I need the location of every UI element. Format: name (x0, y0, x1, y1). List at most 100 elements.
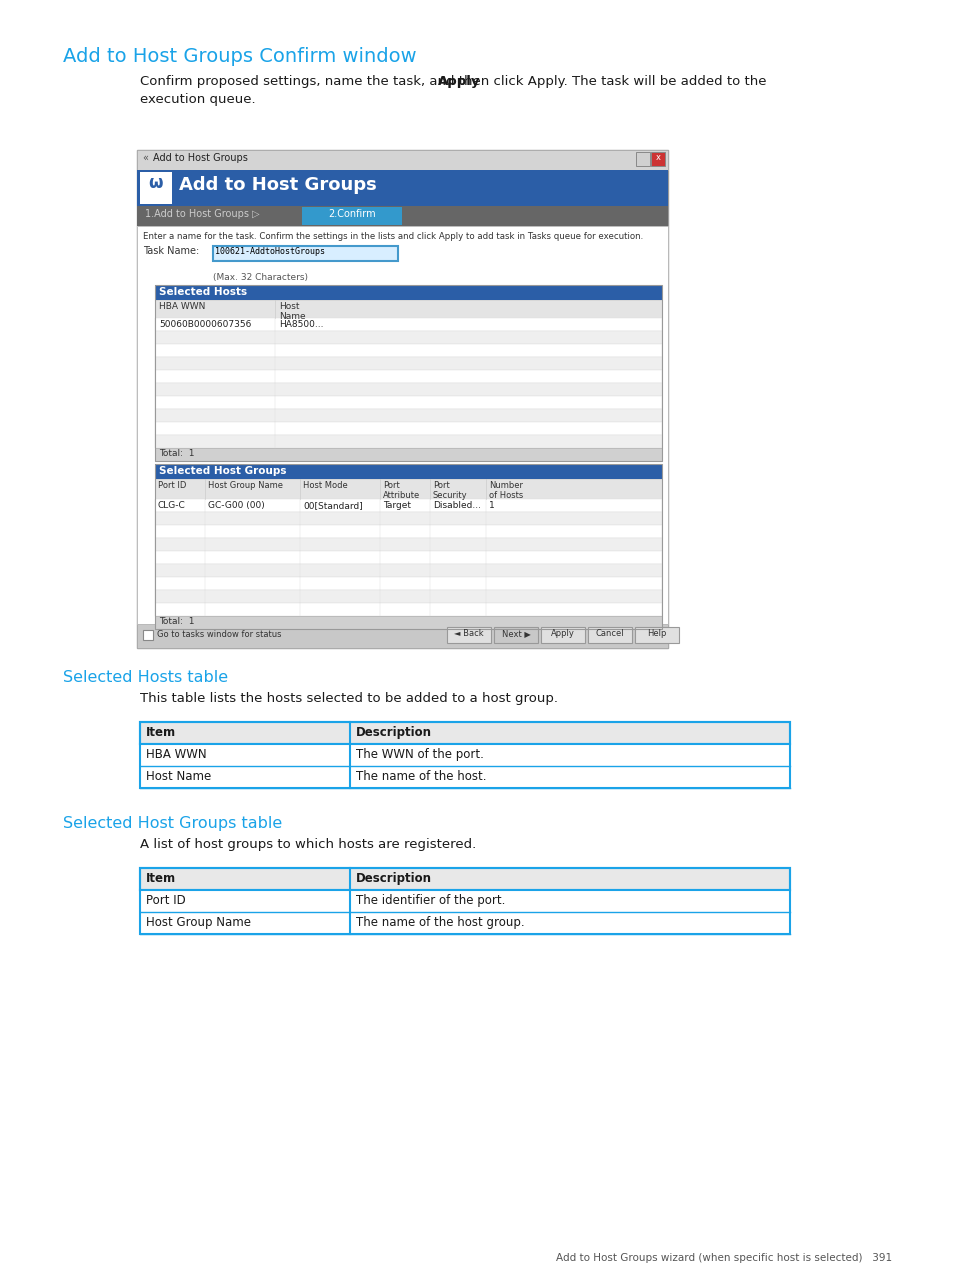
Bar (154, 512, 661, 525)
Text: Number
of Hosts: Number of Hosts (489, 480, 522, 501)
Text: CLG-C: CLG-C (158, 501, 186, 510)
Bar (635, 627, 679, 643)
Bar (587, 627, 631, 643)
Text: 00[Standard]: 00[Standard] (303, 501, 362, 510)
Bar (302, 207, 401, 225)
Text: The identifier of the port.: The identifier of the port. (355, 894, 505, 907)
Bar (154, 479, 661, 500)
Bar (154, 590, 661, 602)
Text: 100621-AddtoHostGroups: 100621-AddtoHostGroups (214, 247, 325, 255)
Bar (154, 464, 661, 629)
Text: The name of the host.: The name of the host. (355, 770, 486, 783)
Text: Selected Host Groups: Selected Host Groups (159, 466, 286, 477)
Bar (154, 357, 661, 370)
Text: Add to Host Groups: Add to Host Groups (179, 175, 376, 194)
Text: Apply: Apply (551, 629, 575, 638)
Bar (137, 150, 667, 648)
Text: Confirm proposed settings, name the task, and then click Apply. The task will be: Confirm proposed settings, name the task… (140, 75, 765, 88)
Text: Item: Item (146, 872, 176, 885)
Text: execution queue.: execution queue. (140, 93, 255, 105)
Text: Description: Description (355, 726, 432, 738)
Bar (137, 206, 667, 226)
Bar (137, 226, 667, 624)
Bar (154, 500, 661, 512)
Text: Host Group Name: Host Group Name (208, 480, 283, 491)
Text: ◄ Back: ◄ Back (454, 629, 483, 638)
Bar (140, 890, 789, 913)
Bar (154, 552, 661, 564)
Bar (154, 538, 661, 552)
Bar (154, 616, 661, 629)
Bar (140, 868, 789, 934)
Bar (154, 397, 661, 409)
Bar (154, 330, 661, 344)
Bar (140, 913, 789, 934)
Bar (137, 150, 667, 170)
Bar (140, 722, 789, 788)
Text: 1: 1 (489, 501, 495, 510)
Text: Task Name:: Task Name: (143, 247, 199, 255)
Text: Selected Hosts: Selected Hosts (159, 287, 247, 297)
Text: Next ▶: Next ▶ (501, 629, 530, 638)
Text: HBA WWN: HBA WWN (146, 749, 207, 761)
Text: Cancel: Cancel (595, 629, 623, 638)
Bar (154, 435, 661, 447)
Bar (154, 318, 661, 330)
Bar (140, 744, 789, 766)
Text: Description: Description (355, 872, 432, 885)
Text: Host Mode: Host Mode (303, 480, 348, 491)
Text: Selected Hosts table: Selected Hosts table (63, 670, 228, 685)
Bar (154, 285, 661, 300)
Text: Port ID: Port ID (146, 894, 186, 907)
Text: Host Name: Host Name (146, 770, 211, 783)
Bar (636, 153, 649, 167)
Bar (137, 624, 667, 648)
Text: HBA WWN: HBA WWN (159, 302, 205, 311)
Text: Host
Name: Host Name (278, 302, 305, 322)
Text: Port
Attribute: Port Attribute (382, 480, 420, 501)
Bar (447, 627, 491, 643)
Bar (213, 247, 397, 261)
Text: 50060B0000607356: 50060B0000607356 (159, 320, 251, 329)
Text: The WWN of the port.: The WWN of the port. (355, 749, 483, 761)
Bar (154, 525, 661, 538)
Bar (154, 564, 661, 577)
Text: Add to Host Groups: Add to Host Groups (152, 153, 248, 163)
Text: Port ID: Port ID (158, 480, 186, 491)
Bar (494, 627, 537, 643)
Bar (140, 766, 789, 788)
Bar (154, 383, 661, 397)
Text: Apply: Apply (437, 75, 479, 88)
Bar (140, 172, 172, 205)
Text: Add to Host Groups Confirm window: Add to Host Groups Confirm window (63, 47, 416, 66)
Bar (154, 464, 661, 479)
Text: 2.Confirm: 2.Confirm (328, 208, 375, 219)
Text: x: x (655, 153, 659, 161)
Text: Target: Target (382, 501, 411, 510)
Text: Disabled...: Disabled... (433, 501, 480, 510)
Text: Total:  1: Total: 1 (159, 616, 194, 627)
Bar (540, 627, 584, 643)
Text: Help: Help (647, 629, 666, 638)
Text: Host Group Name: Host Group Name (146, 916, 251, 929)
Text: GC-G00 (00): GC-G00 (00) (208, 501, 265, 510)
Bar (140, 868, 789, 890)
Bar (154, 422, 661, 435)
Bar (650, 153, 664, 167)
Bar (154, 370, 661, 383)
Text: HA8500...: HA8500... (278, 320, 323, 329)
Bar (154, 447, 661, 461)
Bar (154, 300, 661, 318)
Text: The name of the host group.: The name of the host group. (355, 916, 524, 929)
Bar (140, 722, 789, 744)
Text: ω: ω (149, 174, 163, 192)
Text: Add to Host Groups wizard (when specific host is selected)   391: Add to Host Groups wizard (when specific… (556, 1253, 891, 1263)
Bar (154, 577, 661, 590)
Bar (154, 602, 661, 616)
Text: (Max. 32 Characters): (Max. 32 Characters) (213, 273, 308, 282)
Text: Selected Host Groups table: Selected Host Groups table (63, 816, 282, 831)
Text: Total:  1: Total: 1 (159, 449, 194, 458)
Bar (143, 630, 152, 641)
Bar (154, 344, 661, 357)
Text: 1.Add to Host Groups ▷: 1.Add to Host Groups ▷ (145, 208, 259, 219)
